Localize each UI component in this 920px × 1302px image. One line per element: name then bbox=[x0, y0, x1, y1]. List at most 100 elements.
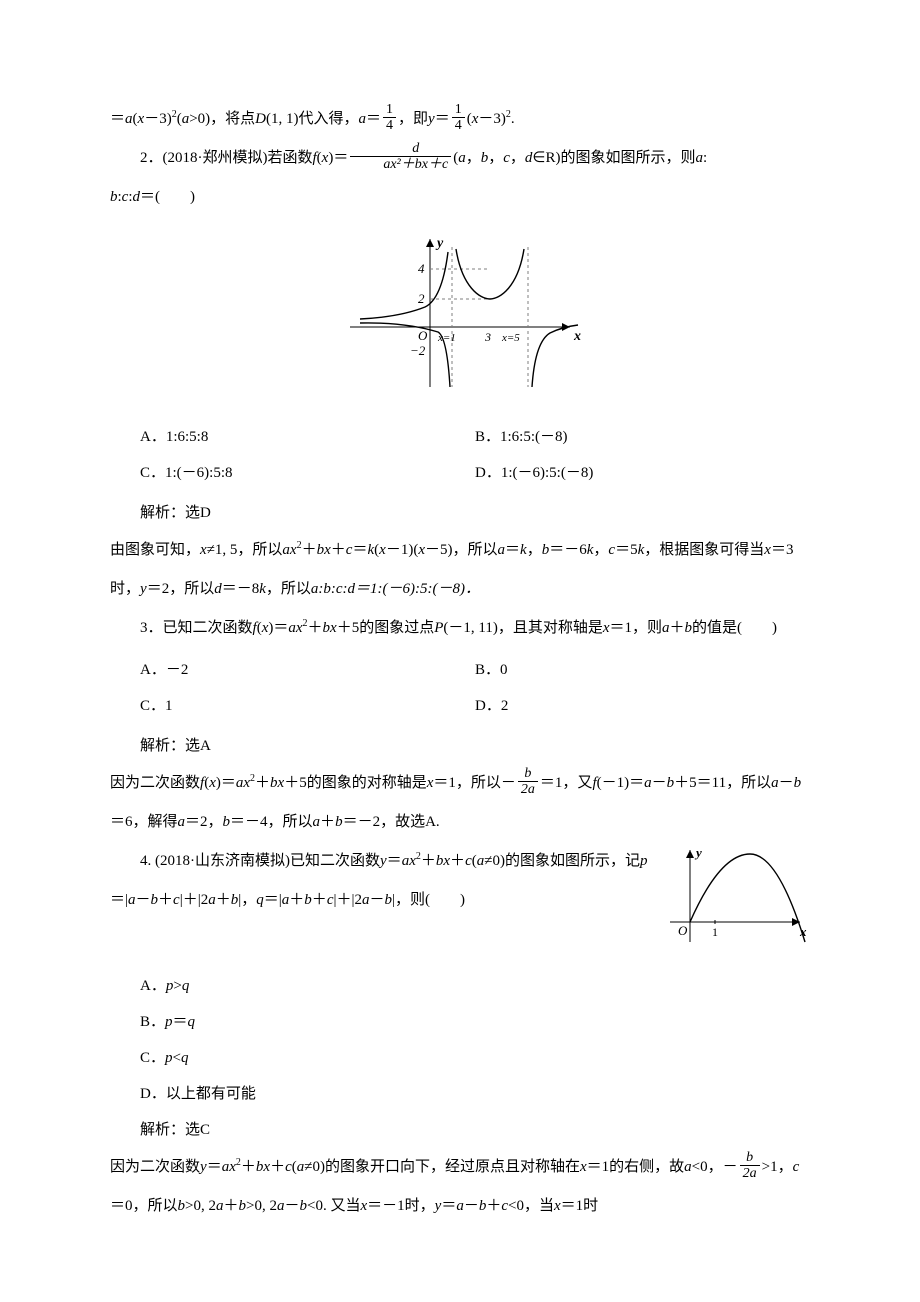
text: ＋ bbox=[223, 1198, 238, 1214]
text: |，则( ) bbox=[392, 892, 465, 908]
var-c: c bbox=[285, 1159, 292, 1175]
text: ＋ bbox=[421, 853, 436, 869]
fraction: 14 bbox=[452, 102, 465, 134]
var-p: p bbox=[640, 853, 648, 869]
var-y: y bbox=[428, 111, 435, 127]
text: ＝－1时， bbox=[367, 1198, 435, 1214]
var-x: x bbox=[764, 542, 771, 558]
text: － bbox=[464, 1198, 479, 1214]
text: ＝－4，所以 bbox=[230, 814, 313, 830]
text: ， bbox=[488, 150, 503, 166]
text: － bbox=[652, 775, 667, 791]
text: ＋5的图象的对称轴是 bbox=[284, 775, 427, 791]
text: ＝ bbox=[207, 1159, 222, 1175]
numerator: b bbox=[740, 1150, 760, 1166]
text: ＝2， bbox=[185, 814, 223, 830]
text: ＝1，所以－ bbox=[433, 775, 516, 791]
svg-text:2: 2 bbox=[418, 291, 425, 306]
text: ＋ bbox=[255, 775, 270, 791]
q2-option-c: C．1:(－6):5:8 bbox=[140, 455, 475, 491]
var-x: x bbox=[603, 620, 610, 636]
text: ，根据图象可得当 bbox=[644, 542, 764, 558]
text: ＝ bbox=[366, 111, 381, 127]
fraction: 14 bbox=[383, 102, 396, 134]
var-x: x bbox=[330, 620, 337, 636]
svg-text:y: y bbox=[694, 845, 702, 860]
var-a: a bbox=[128, 892, 136, 908]
text: ＋ bbox=[308, 620, 323, 636]
var-y: y bbox=[200, 1159, 207, 1175]
q4-container: O y x 1 4. (2018·山东济南模拟)已知二次函数y＝ax2＋bx＋c… bbox=[110, 842, 810, 968]
text: 2．(2018·郑州模拟)若函数 bbox=[140, 150, 313, 166]
text: ＝0，所以 bbox=[110, 1198, 178, 1214]
q4-explanation: 因为二次函数y＝ax2＋bx＋c(a≠0)的图象开口向下，经过原点且对称轴在x＝… bbox=[110, 1148, 810, 1226]
fraction: b2a bbox=[740, 1150, 760, 1182]
var-b: b bbox=[794, 775, 802, 791]
text: － bbox=[779, 775, 794, 791]
q2-analysis-label: 解析：选D bbox=[140, 495, 810, 531]
intro-line: ＝a(x－3)2(a>0)，将点D(1, 1)代入得，a＝14，即y＝14(x－… bbox=[110, 100, 810, 139]
denominator: ax²＋bx＋c bbox=[350, 157, 451, 172]
var-x: x bbox=[580, 1159, 587, 1175]
text: ＝－2，故选A. bbox=[343, 814, 440, 830]
svg-text:O: O bbox=[418, 328, 428, 343]
svg-text:3: 3 bbox=[484, 330, 491, 344]
text: 3．已知二次函数 bbox=[140, 620, 253, 636]
svg-text:4: 4 bbox=[418, 261, 425, 276]
text: ≠0)的图象开口向下，经过原点且对称轴在 bbox=[304, 1159, 580, 1175]
text: ＋ bbox=[241, 1159, 256, 1175]
text: )＝ bbox=[268, 620, 288, 636]
var-q: q bbox=[256, 892, 264, 908]
text: ，即 bbox=[398, 111, 428, 127]
option-row: A．－2 B．0 bbox=[140, 652, 810, 688]
q3-option-a: A．－2 bbox=[140, 652, 475, 688]
text: ＝| bbox=[264, 892, 282, 908]
text: ＝－6 bbox=[549, 542, 587, 558]
q2-stem-line2: b:c:d＝( ) bbox=[110, 178, 810, 217]
var-x: x bbox=[200, 542, 207, 558]
var-d: d bbox=[214, 581, 222, 597]
text: ＋5的图象过点 bbox=[337, 620, 435, 636]
fraction: dax²＋bx＋c bbox=[350, 141, 451, 173]
var-b: b bbox=[223, 814, 231, 830]
text: >1， bbox=[762, 1159, 793, 1175]
q2-explanation: 由图象可知，x≠1, 5，所以ax2＋bx＋c＝k(x－1)(x－5)，所以a＝… bbox=[110, 531, 810, 609]
q3-stem: 3．已知二次函数f(x)＝ax2＋bx＋5的图象过点P(－1, 11)，且其对称… bbox=[110, 609, 810, 648]
var-b: b bbox=[239, 1198, 247, 1214]
q3-option-b: B．0 bbox=[475, 652, 810, 688]
var-y: y bbox=[140, 581, 147, 597]
text: ＋ bbox=[331, 542, 346, 558]
var-b: b bbox=[304, 892, 312, 908]
var-x: x bbox=[554, 1198, 561, 1214]
text: － bbox=[284, 1198, 299, 1214]
text: ＋ bbox=[312, 892, 327, 908]
text: ＝ bbox=[110, 111, 125, 127]
q3-options: A．－2 B．0 C．1 D．2 bbox=[140, 652, 810, 724]
text: ＋5＝11，所以 bbox=[674, 775, 771, 791]
q2-graph-svg: 4 2 −2 O x=1 3 x=5 y x bbox=[330, 227, 590, 397]
denominator: 4 bbox=[383, 118, 396, 133]
numerator: d bbox=[350, 141, 451, 157]
var-a: a bbox=[695, 150, 703, 166]
q4-option-d: D．以上都有可能 bbox=[140, 1076, 810, 1112]
text: －3) bbox=[478, 111, 506, 127]
denominator: 4 bbox=[452, 118, 465, 133]
text: 4. (2018·山东济南模拟)已知二次函数 bbox=[140, 853, 380, 869]
text: 的值是( ) bbox=[692, 620, 777, 636]
numerator: b bbox=[518, 766, 538, 782]
var-x: x bbox=[418, 542, 425, 558]
text: (－1)＝ bbox=[597, 775, 645, 791]
var-c: c bbox=[122, 189, 129, 205]
denominator: 2a bbox=[518, 782, 538, 797]
text: ＋ bbox=[158, 892, 173, 908]
text: ， bbox=[510, 150, 525, 166]
text: >0, 2 bbox=[246, 1198, 277, 1214]
document-page: ＝a(x－3)2(a>0)，将点D(1, 1)代入得，a＝14，即y＝14(x－… bbox=[0, 0, 920, 1286]
text: 由图象可知， bbox=[110, 542, 200, 558]
var-b: b bbox=[178, 1198, 186, 1214]
text: ＝5 bbox=[615, 542, 638, 558]
text: ＋ bbox=[320, 814, 335, 830]
text: )＝ bbox=[328, 150, 348, 166]
svg-text:x=5: x=5 bbox=[501, 332, 520, 344]
q2-option-d: D．1:(－6):5:(－8) bbox=[475, 455, 810, 491]
